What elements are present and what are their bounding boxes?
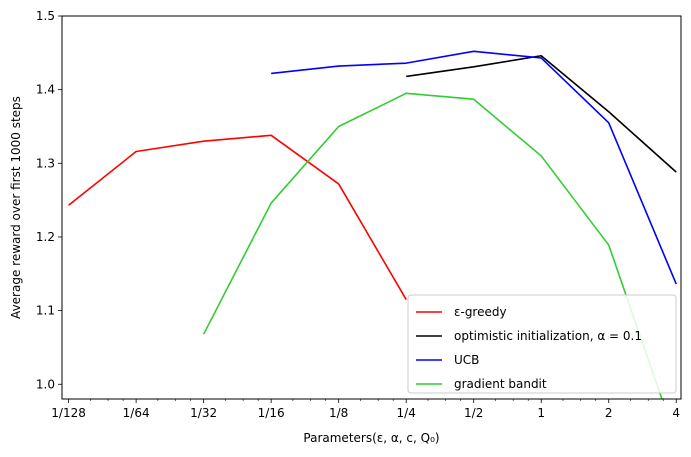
y-tick-label: 1.1 (36, 304, 55, 318)
series-line-2 (271, 50, 677, 285)
y-tick-label: 1.4 (36, 83, 55, 97)
series-line-0 (68, 134, 407, 300)
legend-entry-0: ε-greedy (454, 305, 507, 319)
x-tick-label: 4 (672, 406, 680, 420)
legend: ε-greedy optimistic initialization, α = 0… (407, 294, 677, 394)
plot-frame (61, 15, 682, 400)
x-tick-label: 1/8 (329, 406, 348, 420)
x-tick-label: 1/2 (464, 406, 483, 420)
y-axis: 1.0 1.1 1.2 1.3 1.4 1.5 (36, 9, 62, 391)
y-tick-label: 1.2 (36, 230, 55, 244)
x-tick-label: 1 (537, 406, 545, 420)
plot-area (61, 15, 682, 400)
x-tick-label: 2 (605, 406, 613, 420)
legend-entry-2: UCB (454, 353, 479, 367)
y-tick-label: 1.5 (36, 9, 55, 23)
series-lines (68, 50, 677, 399)
y-axis-label: Average reward over first 1000 steps (9, 96, 23, 319)
x-tick-label: 1/32 (190, 406, 217, 420)
legend-box (407, 294, 677, 394)
series-line-1 (406, 54, 677, 173)
x-axis: 1/128 1/64 1/32 1/16 1/8 1/4 1/2 1 2 4 (51, 399, 680, 420)
x-tick-label: 1/16 (258, 406, 285, 420)
x-axis-label: Parameters(ε, α, c, Q₀) (303, 431, 439, 445)
series-line-3 (202, 92, 663, 399)
legend-entry-1: optimistic initialization, α = 0.1 (454, 329, 642, 343)
y-tick-label: 1.0 (36, 377, 55, 391)
legend-entry-3: gradient bandit (454, 377, 547, 391)
y-tick-label: 1.3 (36, 156, 55, 170)
x-tick-label: 1/64 (123, 406, 150, 420)
x-tick-label: 1/4 (397, 406, 416, 420)
x-tick-label: 1/128 (51, 406, 86, 420)
